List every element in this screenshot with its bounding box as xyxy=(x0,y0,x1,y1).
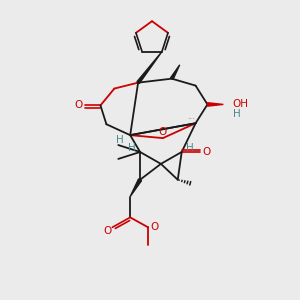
Text: H: H xyxy=(116,135,124,145)
Text: O: O xyxy=(202,147,211,157)
Text: H: H xyxy=(186,143,194,153)
Text: OH: OH xyxy=(232,99,248,110)
Text: O: O xyxy=(159,127,167,137)
Polygon shape xyxy=(130,179,142,196)
Text: O: O xyxy=(103,226,112,236)
Text: O: O xyxy=(151,222,159,232)
Polygon shape xyxy=(208,103,223,106)
Text: O: O xyxy=(74,100,83,110)
Polygon shape xyxy=(137,52,162,83)
Text: H: H xyxy=(128,143,136,153)
Text: H: H xyxy=(233,109,241,119)
Text: ···: ··· xyxy=(187,115,195,124)
Polygon shape xyxy=(170,65,180,80)
